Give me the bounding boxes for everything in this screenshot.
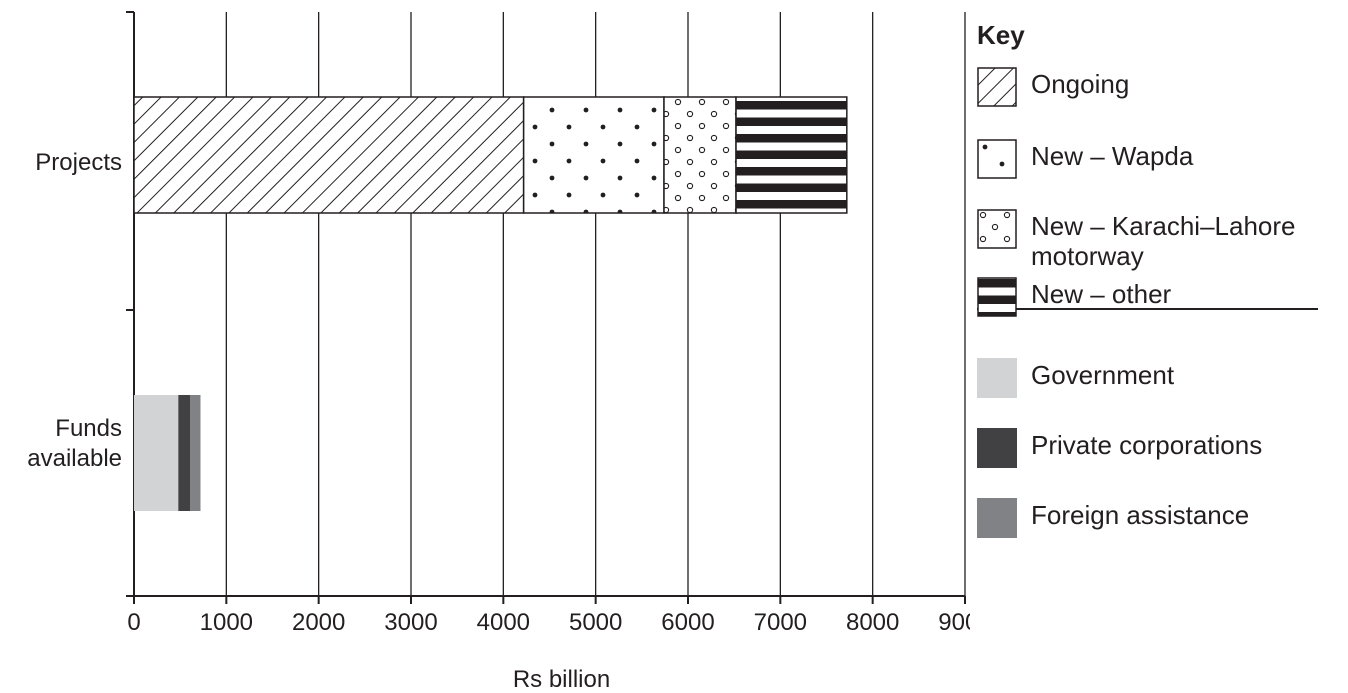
bar-segment-new-karachi-lahore-motorway	[663, 96, 737, 214]
x-tick-label-9000: 9000	[938, 609, 970, 636]
legend-label: Government	[1031, 360, 1175, 390]
bar-segment-ongoing	[133, 96, 525, 214]
legend-divider	[977, 308, 1318, 310]
legend-label: New – Karachi–Lahore	[1031, 211, 1296, 241]
category-label: Projects	[35, 149, 122, 176]
bar-segment-new-wapda	[522, 96, 665, 214]
x-axis-title: Rs billion	[513, 666, 610, 693]
legend-label: New – Wapda	[1031, 141, 1194, 171]
legend-swatch	[977, 428, 1017, 468]
x-tick-label-6000: 6000	[661, 609, 714, 636]
legend-label: New – other	[1031, 279, 1172, 309]
legend-swatch	[977, 67, 1017, 107]
legend-label: Foreign assistance	[1031, 500, 1250, 530]
legend-label: Ongoing	[1031, 69, 1130, 99]
bar-segment-government	[134, 395, 179, 511]
x-tick-label-2000: 2000	[292, 609, 345, 636]
legend-label: motorway	[1031, 241, 1144, 271]
legend-label: Private corporations	[1031, 430, 1263, 460]
x-tick-label-3000: 3000	[384, 609, 437, 636]
x-tick-label-7000: 7000	[754, 609, 807, 636]
legend-swatch	[977, 139, 1017, 179]
legend-swatch	[977, 209, 1017, 249]
x-tick-label-1000: 1000	[200, 609, 253, 636]
bars	[133, 96, 848, 511]
legend: Key Ongoing New – Wapda New – Karachi–Laho…	[977, 0, 1348, 693]
x-tick-label-0: 0	[127, 609, 140, 636]
x-tick-label-5000: 5000	[569, 609, 622, 636]
legend-swatch	[977, 277, 1017, 317]
stacked-bar-chart: 0 1000 2000 3000 4000 5000 6000 7000 8000 9000 Rs …	[27, 11, 970, 693]
legend-swatch	[977, 498, 1017, 538]
category-label: available	[27, 445, 122, 472]
legend-swatch	[977, 358, 1017, 398]
category-label: Funds	[55, 415, 122, 442]
bar-segment-new-other	[735, 96, 848, 214]
legend-title: Key	[977, 20, 1025, 50]
axis-labels: 0 1000 2000 3000 4000 5000 6000 7000 8000 9000 Rs …	[27, 149, 970, 693]
bar-segment-private-corporations	[178, 395, 191, 511]
x-tick-label-8000: 8000	[846, 609, 899, 636]
bar-segment-foreign-assistance	[190, 395, 201, 511]
x-tick-label-4000: 4000	[477, 609, 530, 636]
